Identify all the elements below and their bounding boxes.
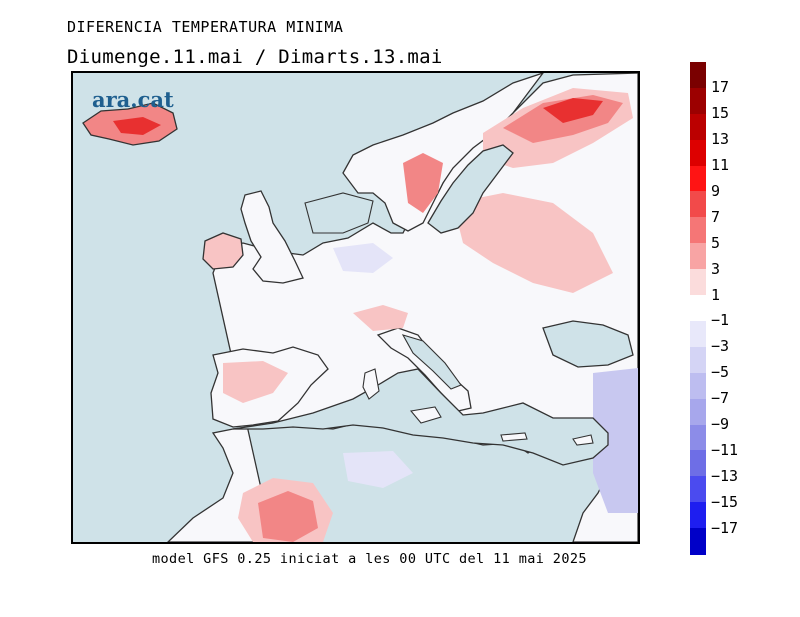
legend-tick-label: −5 bbox=[711, 363, 730, 382]
legend-tick-label: −17 bbox=[711, 518, 739, 537]
ara-cat-logo: ara.cat bbox=[92, 87, 174, 112]
cool-anomaly-north-africa bbox=[343, 451, 413, 488]
legend-color-swatch bbox=[690, 372, 706, 400]
legend-color-swatch bbox=[690, 191, 706, 218]
italy bbox=[376, 327, 472, 412]
legend-color-swatch bbox=[690, 62, 706, 89]
legend-tick-label: 1 bbox=[711, 285, 721, 304]
legend-tick-label: −11 bbox=[711, 440, 739, 459]
crete bbox=[500, 432, 528, 442]
sicily bbox=[409, 406, 442, 424]
legend-color-swatch bbox=[690, 139, 706, 167]
europe-temperature-map bbox=[73, 73, 638, 542]
sardinia bbox=[362, 368, 380, 400]
cyprus bbox=[572, 434, 594, 446]
legend-tick-label: −1 bbox=[711, 311, 730, 330]
baltic-sea bbox=[427, 144, 514, 234]
legend-tick-label: −3 bbox=[711, 337, 730, 356]
legend-tick-label: 17 bbox=[711, 78, 730, 97]
great-britain bbox=[240, 190, 304, 284]
legend-color-swatch bbox=[690, 295, 706, 322]
legend-tick-label: 9 bbox=[711, 181, 721, 200]
legend-tick-label: 11 bbox=[711, 156, 730, 175]
cool-anomaly-middle-east bbox=[593, 368, 638, 513]
black-sea bbox=[542, 320, 634, 368]
legend-color-swatch bbox=[690, 269, 706, 296]
legend-color-swatch bbox=[690, 346, 706, 374]
warm-anomaly-eastern-europe bbox=[453, 193, 613, 293]
legend-tick-label: −9 bbox=[711, 415, 730, 434]
legend-tick-label: 3 bbox=[711, 259, 721, 278]
legend-tick-label: −13 bbox=[711, 466, 739, 485]
legend-tick-label: −15 bbox=[711, 492, 739, 511]
legend-tick-label: 7 bbox=[711, 207, 721, 226]
map-panel: ara.cat bbox=[71, 71, 640, 544]
model-footer: model GFS 0.25 iniciat a les 00 UTC del … bbox=[152, 551, 587, 567]
ireland bbox=[202, 232, 244, 270]
legend-tick-label: 13 bbox=[711, 130, 730, 149]
legend-color-swatch bbox=[690, 87, 706, 115]
cool-anomaly-germany bbox=[333, 243, 393, 273]
legend-color-swatch bbox=[690, 502, 706, 529]
iceland-warm-core bbox=[113, 117, 161, 135]
date-range-subtitle: Diumenge.11.mai / Dimarts.13.mai bbox=[67, 46, 443, 68]
legend-color-swatch bbox=[690, 165, 706, 193]
legend-tick-label: 15 bbox=[711, 104, 730, 123]
legend-color-swatch bbox=[690, 476, 706, 503]
legend-tick-label: −7 bbox=[711, 389, 730, 408]
chart-title: DIFERENCIA TEMPERATURA MINIMA bbox=[67, 18, 344, 36]
legend-color-swatch bbox=[690, 450, 706, 477]
warm-anomaly-sahara-mid bbox=[258, 491, 318, 542]
legend-color-swatch bbox=[690, 528, 706, 555]
legend-color-swatch bbox=[690, 113, 706, 141]
warm-anomaly-sweden bbox=[403, 153, 443, 213]
iberia-warm-patch bbox=[223, 361, 288, 403]
legend-color-swatch bbox=[690, 398, 706, 426]
legend-color-swatch bbox=[690, 243, 706, 270]
warm-anomaly-alps bbox=[353, 305, 408, 331]
legend-colorbar bbox=[690, 62, 706, 555]
legend-color-swatch bbox=[690, 217, 706, 244]
north-sea bbox=[304, 192, 374, 234]
adriatic-sea bbox=[401, 334, 462, 390]
legend-color-swatch bbox=[690, 320, 706, 348]
legend-tick-label: 5 bbox=[711, 233, 721, 252]
legend-color-swatch bbox=[690, 424, 706, 451]
warm-anomaly-finland-core bbox=[543, 98, 603, 123]
